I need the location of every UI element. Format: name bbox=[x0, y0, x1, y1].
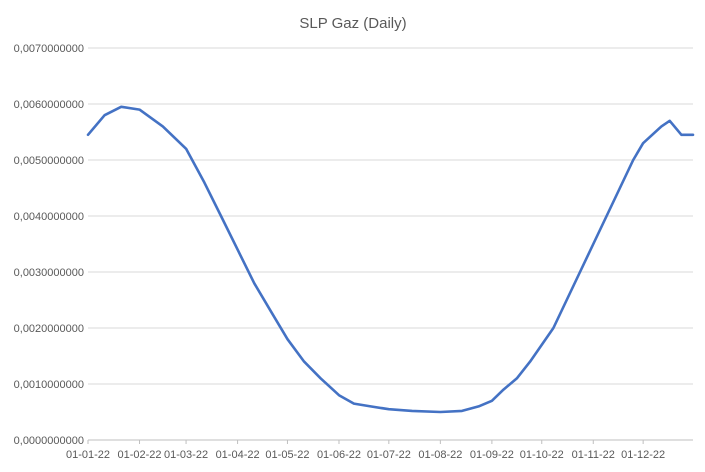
x-tick-label: 01-11-22 bbox=[572, 449, 615, 461]
series-layer bbox=[86, 105, 695, 414]
x-tick-label: 01-01-22 bbox=[66, 449, 110, 461]
y-axis-ticks: 0,0000000000 0,0010000000 0,0020000000 0,00… bbox=[14, 43, 84, 447]
x-axis-ticks: 01-01-22 01-02-22 01-03-22 01-04-22 01-05-22… bbox=[66, 440, 665, 461]
y-tick-label: 0,0060000000 bbox=[14, 99, 84, 111]
y-tick-label: 0,0040000000 bbox=[14, 211, 84, 223]
x-tick-label: 01-03-22 bbox=[164, 449, 208, 461]
y-tick-label: 0,0020000000 bbox=[14, 323, 84, 335]
chart-title: SLP Gaz (Daily) bbox=[299, 15, 406, 32]
x-tick-label: 01-08-22 bbox=[418, 449, 462, 461]
x-tick-label: 01-09-22 bbox=[470, 449, 514, 461]
y-tick-label: 0,0010000000 bbox=[14, 379, 84, 391]
y-tick-label: 0,0070000000 bbox=[14, 43, 84, 55]
x-tick-label: 01-12-22 bbox=[621, 449, 665, 461]
gridlines bbox=[88, 47, 693, 441]
x-tick-label: 01-05-22 bbox=[265, 449, 309, 461]
y-tick-label: 0,0030000000 bbox=[14, 267, 84, 279]
x-tick-label: 01-07-22 bbox=[367, 449, 411, 461]
y-tick-label: 0,0050000000 bbox=[14, 155, 84, 167]
x-tick-label: 01-10-22 bbox=[520, 449, 564, 461]
y-tick-label: 0,0000000000 bbox=[14, 435, 84, 447]
series-line bbox=[86, 105, 695, 414]
x-tick-label: 01-06-22 bbox=[317, 449, 361, 461]
x-tick-label: 01-04-22 bbox=[216, 449, 260, 461]
x-tick-label: 01-02-22 bbox=[118, 449, 162, 461]
